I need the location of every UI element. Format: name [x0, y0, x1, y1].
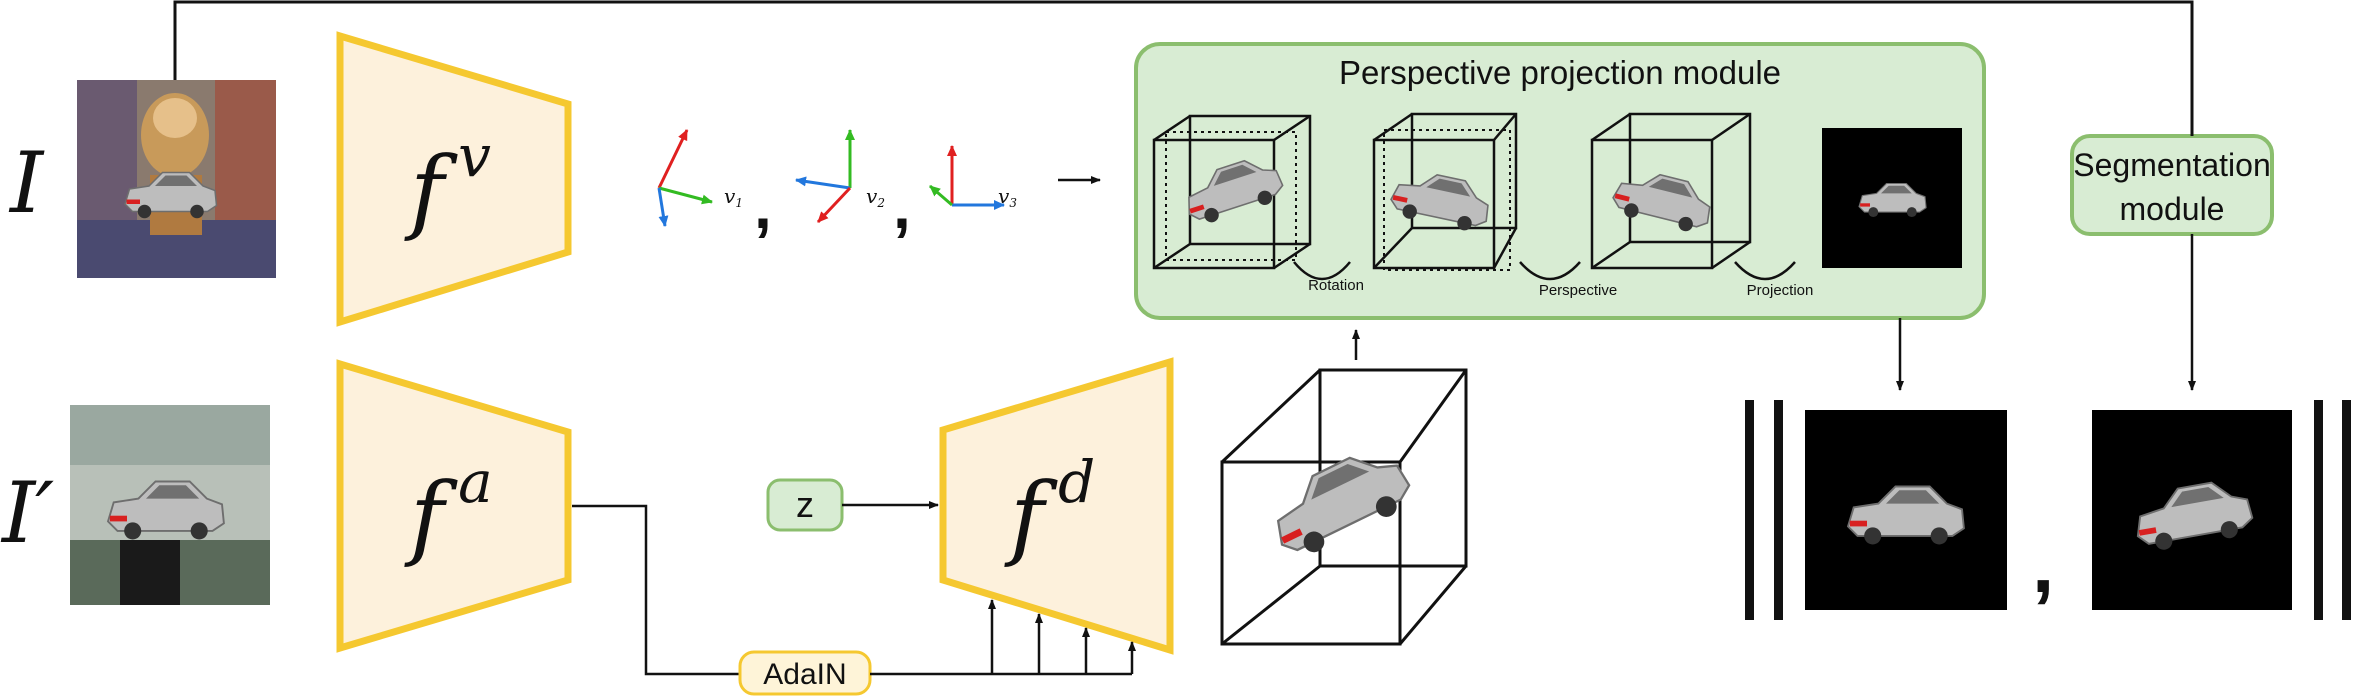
rotation-connector [1293, 261, 1351, 281]
projection-module-title: Perspective projection module [1339, 54, 1781, 91]
input-image-top [77, 80, 276, 278]
step-perspective-label: Perspective [1539, 282, 1617, 299]
viewpoint-axes-3 [929, 145, 1005, 210]
viewpoint-label-2: v2 [866, 184, 885, 210]
projection-connector [1734, 261, 1796, 281]
appearance-to-adain-line [572, 504, 740, 676]
viewpoint-label-1: v1 [724, 184, 743, 210]
viewpoint-encoder [336, 31, 572, 327]
segmentation-module [2070, 134, 2274, 236]
projection-module [1134, 42, 1986, 320]
step-rotation-label: Rotation [1308, 277, 1364, 294]
viewpoint-separator-1: , [754, 170, 772, 242]
output-separator: , [2032, 520, 2054, 609]
norm-bar-right-1 [2314, 400, 2323, 620]
image-top-label: I [8, 134, 45, 232]
cube-rotation [1152, 114, 1312, 270]
step-projection-label: Projection [1747, 282, 1814, 299]
projected-render [1822, 128, 1962, 268]
image-bottom-label: I′ [0, 464, 54, 562]
segmentation-module-line2: module [2120, 191, 2225, 227]
rendered-silhouette [1805, 410, 2007, 610]
cube-projection [1590, 112, 1752, 270]
viewpoint-axes-2 [795, 129, 855, 224]
norm-bar-left-1 [1745, 400, 1754, 620]
norm-bar-left-2 [1774, 400, 1783, 620]
image-to-segmentation-line [173, 0, 2194, 136]
appearance-encoder [336, 359, 572, 653]
norm-bar-right-2 [2342, 400, 2351, 620]
voxel-shape-cube [1220, 368, 1468, 646]
viewpoint-axes-1 [657, 129, 713, 227]
noise-label: z [796, 484, 814, 525]
shape-decoder [939, 357, 1174, 655]
segmentation-mask [2092, 410, 2292, 610]
perspective-connector [1519, 261, 1581, 281]
input-image-bottom [70, 405, 270, 605]
adain-label: AdaIN [763, 658, 846, 691]
viewpoint-label-3: v3 [998, 184, 1017, 210]
viewpoint-separator-2: , [893, 170, 911, 242]
cube-perspective [1372, 112, 1518, 271]
segmentation-module-line1: Segmentation [2073, 147, 2270, 183]
